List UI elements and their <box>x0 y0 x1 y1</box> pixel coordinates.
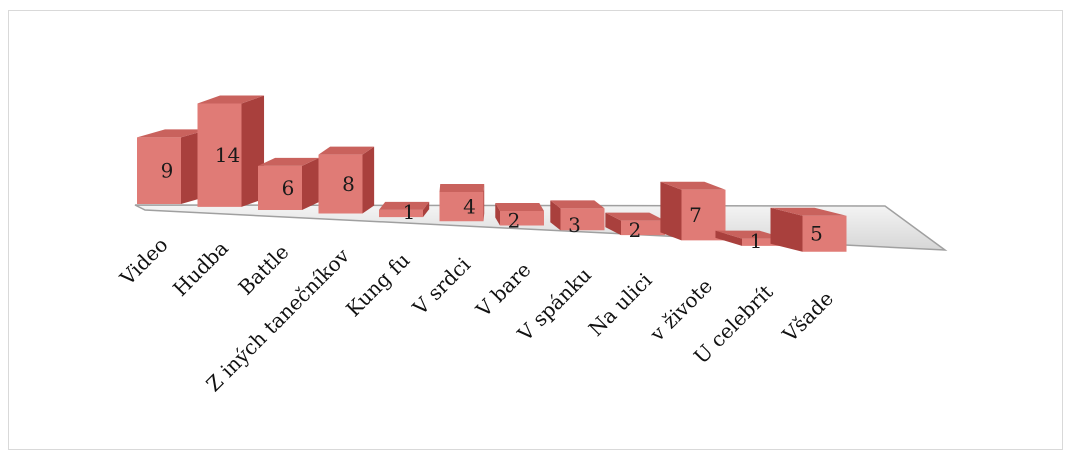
bar-10 <box>660 181 726 241</box>
bar-top-face <box>137 129 209 138</box>
data-label: 9 <box>161 159 174 183</box>
bar-9 <box>605 212 665 236</box>
bar-front-face <box>197 103 242 207</box>
bar-front-face <box>500 210 544 226</box>
bar-12 <box>770 207 847 252</box>
bar-top-face <box>605 212 665 221</box>
bar-top-face <box>439 183 485 192</box>
data-label: 1 <box>403 200 416 224</box>
category-label: V bare <box>471 257 536 322</box>
bar-front-face <box>137 137 181 204</box>
bar-side-face <box>715 230 742 246</box>
bar-side-face <box>605 212 621 236</box>
bar-7 <box>495 202 544 226</box>
category-label: Video <box>114 233 172 291</box>
bar-front-face <box>318 154 363 214</box>
bar-8 <box>550 200 605 231</box>
bar-side-face <box>770 207 803 252</box>
bar-front-face <box>560 208 605 231</box>
bar-5 <box>379 201 430 218</box>
category-label: Battle <box>233 240 293 300</box>
bar-side-face <box>495 202 500 226</box>
data-label: 6 <box>282 176 295 200</box>
bar-top-face <box>660 181 726 190</box>
bar-3 <box>258 157 320 210</box>
data-label: 5 <box>810 222 823 246</box>
bar-side-face <box>660 181 682 241</box>
bar-side-face <box>423 201 430 218</box>
bar-side-face <box>483 183 485 222</box>
category-label: Všade <box>777 286 838 347</box>
bar-top-face <box>495 202 544 211</box>
data-label: 3 <box>568 213 581 237</box>
bar-front-face <box>258 165 302 210</box>
bar-front-face <box>681 189 726 241</box>
bar-front-face <box>439 191 484 222</box>
chart-area <box>8 10 1063 450</box>
bar-side-face <box>550 200 561 231</box>
bar-2 <box>197 95 265 207</box>
data-label: 7 <box>689 203 702 227</box>
bar-top-face <box>379 201 430 210</box>
bar-4 <box>318 146 375 214</box>
bar-top-face <box>550 200 605 209</box>
data-label: 8 <box>342 172 355 196</box>
bar-top-face <box>197 95 265 104</box>
bar-top-face <box>258 157 320 166</box>
bar-top-face <box>715 230 786 239</box>
bar-front-face <box>802 215 847 252</box>
bar-side-face <box>302 157 320 210</box>
bar-front-face <box>379 209 423 218</box>
bar-top-face <box>770 207 847 216</box>
bar-6 <box>439 183 485 222</box>
bar-front-face <box>621 220 665 236</box>
category-label: V srdci <box>407 253 475 321</box>
data-label: 1 <box>750 229 763 253</box>
bar-side-face <box>362 146 375 214</box>
data-label: 2 <box>629 218 642 242</box>
category-label: Hudba <box>168 236 233 301</box>
data-label: 2 <box>508 209 521 233</box>
data-label: 14 <box>215 143 240 167</box>
bar-top-face <box>318 146 375 155</box>
data-label: 4 <box>463 195 476 219</box>
